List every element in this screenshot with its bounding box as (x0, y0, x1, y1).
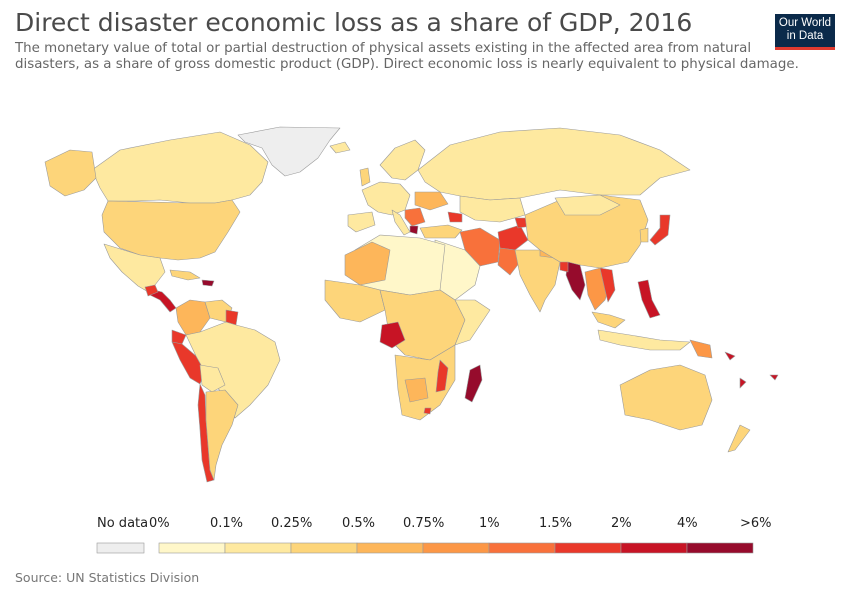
legend-swatch-6[interactable] (488, 542, 556, 554)
legend-swatch-2[interactable] (224, 542, 292, 554)
region-greenland[interactable] (237, 126, 341, 177)
region-haiti[interactable] (201, 279, 215, 287)
region-balkans[interactable] (404, 207, 426, 227)
region-spain[interactable] (347, 211, 376, 233)
legend-tick-6: 1.5% (539, 516, 573, 531)
region-alaska[interactable] (44, 149, 97, 197)
logo-line-2: in Data (786, 30, 824, 42)
region-korea[interactable] (639, 227, 649, 243)
region-iceland[interactable] (329, 141, 351, 154)
region-afghanistan[interactable] (497, 224, 529, 251)
region-canada[interactable] (91, 131, 269, 204)
region-cuba[interactable] (169, 269, 201, 281)
chart-title: Direct disaster economic loss as a share… (15, 8, 693, 37)
region-malaysia[interactable] (591, 311, 626, 329)
logo-line-1: Our World (778, 17, 832, 29)
legend-tick-8: 4% (677, 516, 698, 531)
region-australia[interactable] (619, 364, 713, 431)
legend-swatch-9[interactable] (686, 542, 754, 554)
region-caucasus[interactable] (447, 211, 463, 223)
legend-no-data-label: No data (97, 516, 149, 531)
region-scandinavia[interactable] (379, 139, 426, 181)
region-kazakhstan[interactable] (459, 195, 526, 223)
legend-swatch-8[interactable] (620, 542, 688, 554)
region-fiji[interactable] (769, 374, 779, 381)
region-italy[interactable] (391, 209, 411, 236)
legend-tick-7: 2% (611, 516, 632, 531)
legend-swatch-no-data[interactable] (96, 542, 145, 554)
legend-swatch-1[interactable] (158, 542, 226, 554)
region-indonesia[interactable] (597, 329, 691, 351)
legend-tick-9: >6% (740, 516, 772, 531)
region-madagascar[interactable] (464, 364, 483, 403)
region-ukraine[interactable] (414, 191, 449, 211)
region-uk[interactable] (359, 167, 371, 187)
owid-logo[interactable]: Our World in Data (775, 14, 835, 50)
region-russia[interactable] (417, 127, 691, 201)
region-lesotho[interactable] (423, 407, 432, 415)
legend-tick-3: 0.5% (342, 516, 376, 531)
region-botswana[interactable] (404, 377, 429, 403)
region-solomon[interactable] (724, 351, 736, 361)
region-argentina[interactable] (205, 389, 239, 481)
region-algeria[interactable] (344, 241, 391, 286)
region-new-zealand[interactable] (727, 424, 751, 453)
legend-swatch-7[interactable] (554, 542, 622, 554)
legend-swatch-3[interactable] (290, 542, 358, 554)
region-bangladesh[interactable] (559, 261, 569, 273)
region-colombia[interactable] (175, 299, 211, 336)
region-brazil[interactable] (185, 321, 281, 419)
region-usa[interactable] (101, 199, 241, 261)
region-turkey[interactable] (419, 224, 463, 239)
legend-tick-0: 0% (149, 516, 170, 531)
legend-swatch-4[interactable] (356, 542, 424, 554)
chart-subtitle: The monetary value of total or partial d… (15, 41, 799, 72)
region-mozambique[interactable] (435, 359, 449, 393)
legend-tick-1: 0.1% (210, 516, 244, 531)
region-bolivia[interactable] (199, 364, 226, 393)
legend-tick-5: 1% (479, 516, 500, 531)
source-note: Source: UN Statistics Division (15, 570, 200, 585)
region-mongolia[interactable] (554, 194, 621, 216)
region-myanmar[interactable] (565, 261, 586, 301)
region-japan[interactable] (649, 214, 671, 246)
region-macedonia[interactable] (409, 225, 419, 235)
region-pakistan[interactable] (497, 247, 521, 276)
region-east-africa[interactable] (454, 299, 491, 346)
region-png[interactable] (689, 339, 713, 359)
legend-tick-4: 0.75% (403, 516, 445, 531)
legend-tick-2: 0.25% (271, 516, 313, 531)
region-philippines[interactable] (637, 279, 661, 319)
region-congo[interactable] (379, 321, 406, 349)
legend-swatch-5[interactable] (422, 542, 490, 554)
region-west-africa[interactable] (324, 279, 386, 323)
region-vietnam[interactable] (599, 267, 616, 303)
region-vanuatu[interactable] (739, 377, 747, 389)
region-guatemala[interactable] (144, 284, 159, 297)
